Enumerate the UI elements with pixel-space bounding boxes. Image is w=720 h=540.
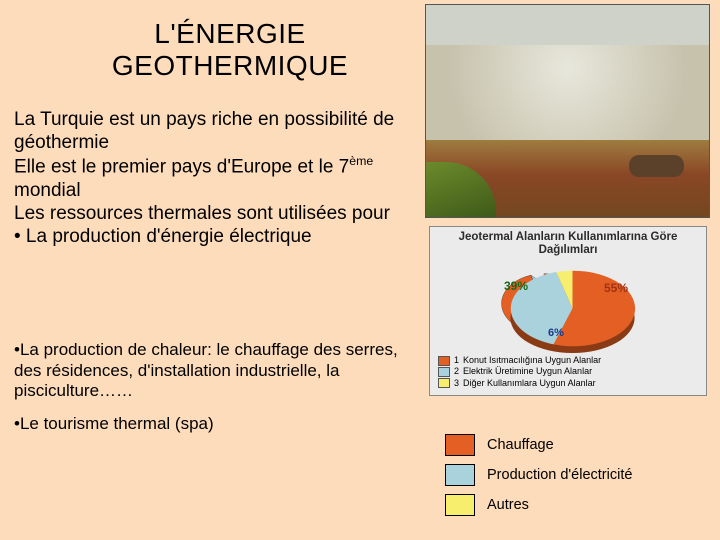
page-title: L'ÉNERGIE GEOTHERMIQUE: [75, 18, 385, 82]
legend-label-autres: Autres: [487, 497, 529, 513]
chart-legend-row-1: 1 Konut Isıtmacılığına Uygun Alanlar: [438, 355, 601, 366]
chart-legend-row-3: 3 Diğer Kullanımlara Uygun Alanlar: [438, 378, 601, 389]
legend-swatch-3: [438, 378, 450, 388]
bullet-2: •La production de chaleur: le chauffage …: [14, 340, 409, 402]
legend-num-1: 1: [454, 355, 459, 366]
legend-text-3: Diğer Kullanımlara Uygun Alanlar: [463, 378, 596, 389]
bullet-1: • La production d'énergie électrique: [14, 225, 409, 248]
chart-legend-row-2: 2 Elektrik Üretimine Uygun Alanlar: [438, 366, 601, 377]
legend-swatch-electricite: [445, 464, 475, 486]
legend-text-1: Konut Isıtmacılığına Uygun Alanlar: [463, 355, 601, 366]
legend-row-chauffage: Chauffage: [445, 430, 632, 460]
legend-label-chauffage: Chauffage: [487, 437, 554, 453]
legend-label-electricite: Production d'électricité: [487, 467, 632, 483]
chart-inner-legend: 1 Konut Isıtmacılığına Uygun Alanlar 2 E…: [438, 355, 601, 389]
legend-swatch-autres: [445, 494, 475, 516]
legend-row-electricite: Production d'électricité: [445, 460, 632, 490]
p2-superscript: ème: [349, 154, 373, 168]
pct-label-6: 6%: [548, 327, 564, 339]
p2-part-a: Elle est le premier pays d'Europe et le …: [14, 157, 349, 178]
bullet-3: •Le tourisme thermal (spa): [14, 414, 409, 435]
color-legend: Chauffage Production d'électricité Autre…: [445, 430, 632, 520]
paragraph-2: Elle est le premier pays d'Europe et le …: [14, 154, 409, 202]
legend-row-autres: Autres: [445, 490, 632, 520]
pie-overlay: [505, 261, 640, 356]
pie-chart-panel: Jeotermal Alanların Kullanımlarına Göre …: [429, 226, 707, 396]
legend-swatch-chauffage: [445, 434, 475, 456]
chart-title: Jeotermal Alanların Kullanımlarına Göre …: [430, 227, 706, 258]
legend-num-2: 2: [454, 366, 459, 377]
pct-label-55: 55%: [604, 281, 628, 295]
paragraph-3: Les ressources thermales sont utilisées …: [14, 202, 409, 225]
pct-label-39: 39%: [504, 279, 528, 293]
main-text-block-1: La Turquie est un pays riche en possibil…: [14, 108, 409, 248]
main-text-block-2: •La production de chaleur: le chauffage …: [14, 340, 409, 435]
legend-swatch-2: [438, 367, 450, 377]
legend-swatch-1: [438, 356, 450, 366]
legend-text-2: Elektrik Üretimine Uygun Alanlar: [463, 366, 592, 377]
geothermal-photo: [425, 4, 710, 218]
p2-part-b: mondial: [14, 180, 81, 201]
legend-num-3: 3: [454, 378, 459, 389]
paragraph-1: La Turquie est un pays riche en possibil…: [14, 108, 409, 154]
